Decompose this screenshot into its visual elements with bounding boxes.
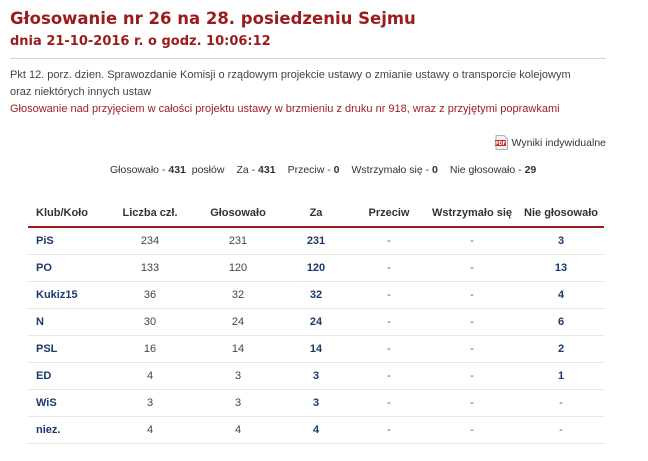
against-label: Przeciw - <box>287 164 331 176</box>
individual-results-label[interactable]: Wyniki indywidualne <box>511 136 606 149</box>
table-row: ED 4 3 3- -1 <box>28 362 604 390</box>
column-header-voted: Głosowało <box>196 199 280 228</box>
club-link[interactable]: WiS <box>28 389 104 417</box>
abstain-cell: - <box>426 416 518 444</box>
agenda-topic: Pkt 12. porz. dzien. Sprawozdanie Komisj… <box>10 69 571 98</box>
for-cell[interactable]: 120 <box>280 254 352 282</box>
table-row: Kukiz15 36 32 32- -4 <box>28 281 604 309</box>
absent-label: Nie głosowało - <box>449 164 522 176</box>
voted-cell: 32 <box>196 281 280 309</box>
absent-value: 29 <box>524 164 537 176</box>
voted-label: Głosowało - <box>110 164 166 176</box>
voted-cell: 231 <box>196 227 280 255</box>
column-header-club: Klub/Koło <box>28 199 104 228</box>
club-link[interactable]: PO <box>28 254 104 282</box>
vote-datetime: dnia 21-10-2016 r. o godz. 10:06:12 <box>10 34 271 49</box>
members-cell: 30 <box>104 308 196 336</box>
club-link[interactable]: niez. <box>28 416 104 444</box>
absent-cell[interactable]: 4 <box>518 281 604 309</box>
for-cell[interactable]: 231 <box>280 227 352 255</box>
for-cell[interactable]: 4 <box>280 416 352 444</box>
against-cell: - <box>352 254 426 282</box>
table-header-row: Klub/Koło Liczba czł. Głosowało Za Przec… <box>28 199 604 228</box>
table-row: niez. 4 4 4- - - <box>28 416 604 444</box>
for-cell[interactable]: 14 <box>280 335 352 363</box>
voted-cell: 14 <box>196 335 280 363</box>
voted-cell: 24 <box>196 308 280 336</box>
members-cell: 3 <box>104 389 196 417</box>
individual-results-link[interactable]: PDF Wyniki indywidualne <box>494 135 606 150</box>
vote-summary: Głosowało - 431 posłów Za - 431 Przeciw - … <box>110 164 536 176</box>
absent-cell: - <box>518 389 604 417</box>
members-cell: 36 <box>104 281 196 309</box>
table-row: PSL 16 14 14- -2 <box>28 335 604 363</box>
column-header-abstain: Wstrzymało się <box>426 199 518 228</box>
pdf-icon: PDF <box>494 135 508 150</box>
column-header-against: Przeciw <box>352 199 426 228</box>
absent-cell[interactable]: 6 <box>518 308 604 336</box>
club-link[interactable]: Kukiz15 <box>28 281 104 309</box>
voted-unit: posłów <box>191 164 225 176</box>
against-cell: - <box>352 308 426 336</box>
table-row: WiS 3 3 3- - - <box>28 389 604 417</box>
abstain-cell: - <box>426 227 518 255</box>
against-cell: - <box>352 389 426 417</box>
against-cell: - <box>352 362 426 390</box>
for-value: 431 <box>258 164 276 176</box>
column-header-absent: Nie głosowało <box>518 199 604 228</box>
abstain-cell: - <box>426 254 518 282</box>
abstain-label: Wstrzymało się - <box>351 164 430 176</box>
voted-cell: 4 <box>196 416 280 444</box>
absent-cell[interactable]: 1 <box>518 362 604 390</box>
voted-cell: 120 <box>196 254 280 282</box>
for-cell[interactable]: 3 <box>280 362 352 390</box>
for-cell[interactable]: 24 <box>280 308 352 336</box>
club-link[interactable]: N <box>28 308 104 336</box>
members-cell: 4 <box>104 362 196 390</box>
against-value: 0 <box>333 164 340 176</box>
club-link[interactable]: PiS <box>28 227 104 255</box>
absent-cell[interactable]: 13 <box>518 254 604 282</box>
against-cell: - <box>352 281 426 309</box>
abstain-cell: - <box>426 335 518 363</box>
against-cell: - <box>352 416 426 444</box>
for-label: Za - <box>236 164 256 176</box>
absent-cell[interactable]: 3 <box>518 227 604 255</box>
page-title: Głosowanie nr 26 na 28. posiedzeniu Sejm… <box>10 9 416 28</box>
members-cell: 133 <box>104 254 196 282</box>
column-header-for: Za <box>280 199 352 228</box>
vote-subject: Głosowanie nad przyjęciem w całości proj… <box>10 103 560 115</box>
voted-cell: 3 <box>196 362 280 390</box>
club-votes-table: Klub/Koło Liczba czł. Głosowało Za Przec… <box>28 199 604 444</box>
for-cell[interactable]: 3 <box>280 389 352 417</box>
members-cell: 4 <box>104 416 196 444</box>
absent-cell: - <box>518 416 604 444</box>
abstain-cell: - <box>426 281 518 309</box>
table-row: N 30 24 24- -6 <box>28 308 604 336</box>
column-header-members: Liczba czł. <box>104 199 196 228</box>
abstain-cell: - <box>426 389 518 417</box>
members-cell: 16 <box>104 335 196 363</box>
for-cell[interactable]: 32 <box>280 281 352 309</box>
club-link[interactable]: ED <box>28 362 104 390</box>
abstain-cell: - <box>426 308 518 336</box>
table-row: PO 133 120 120- -13 <box>28 254 604 282</box>
abstain-value: 0 <box>432 164 438 176</box>
header-divider <box>10 58 606 59</box>
voted-cell: 3 <box>196 389 280 417</box>
pdf-icon-text: PDF <box>495 141 506 147</box>
table-row: PiS 234 231 231- -3 <box>28 227 604 255</box>
voted-value: 431 <box>168 164 186 176</box>
club-link[interactable]: PSL <box>28 335 104 363</box>
abstain-cell: - <box>426 362 518 390</box>
members-cell: 234 <box>104 227 196 255</box>
against-cell: - <box>352 335 426 363</box>
absent-cell[interactable]: 2 <box>518 335 604 363</box>
against-cell: - <box>352 227 426 255</box>
